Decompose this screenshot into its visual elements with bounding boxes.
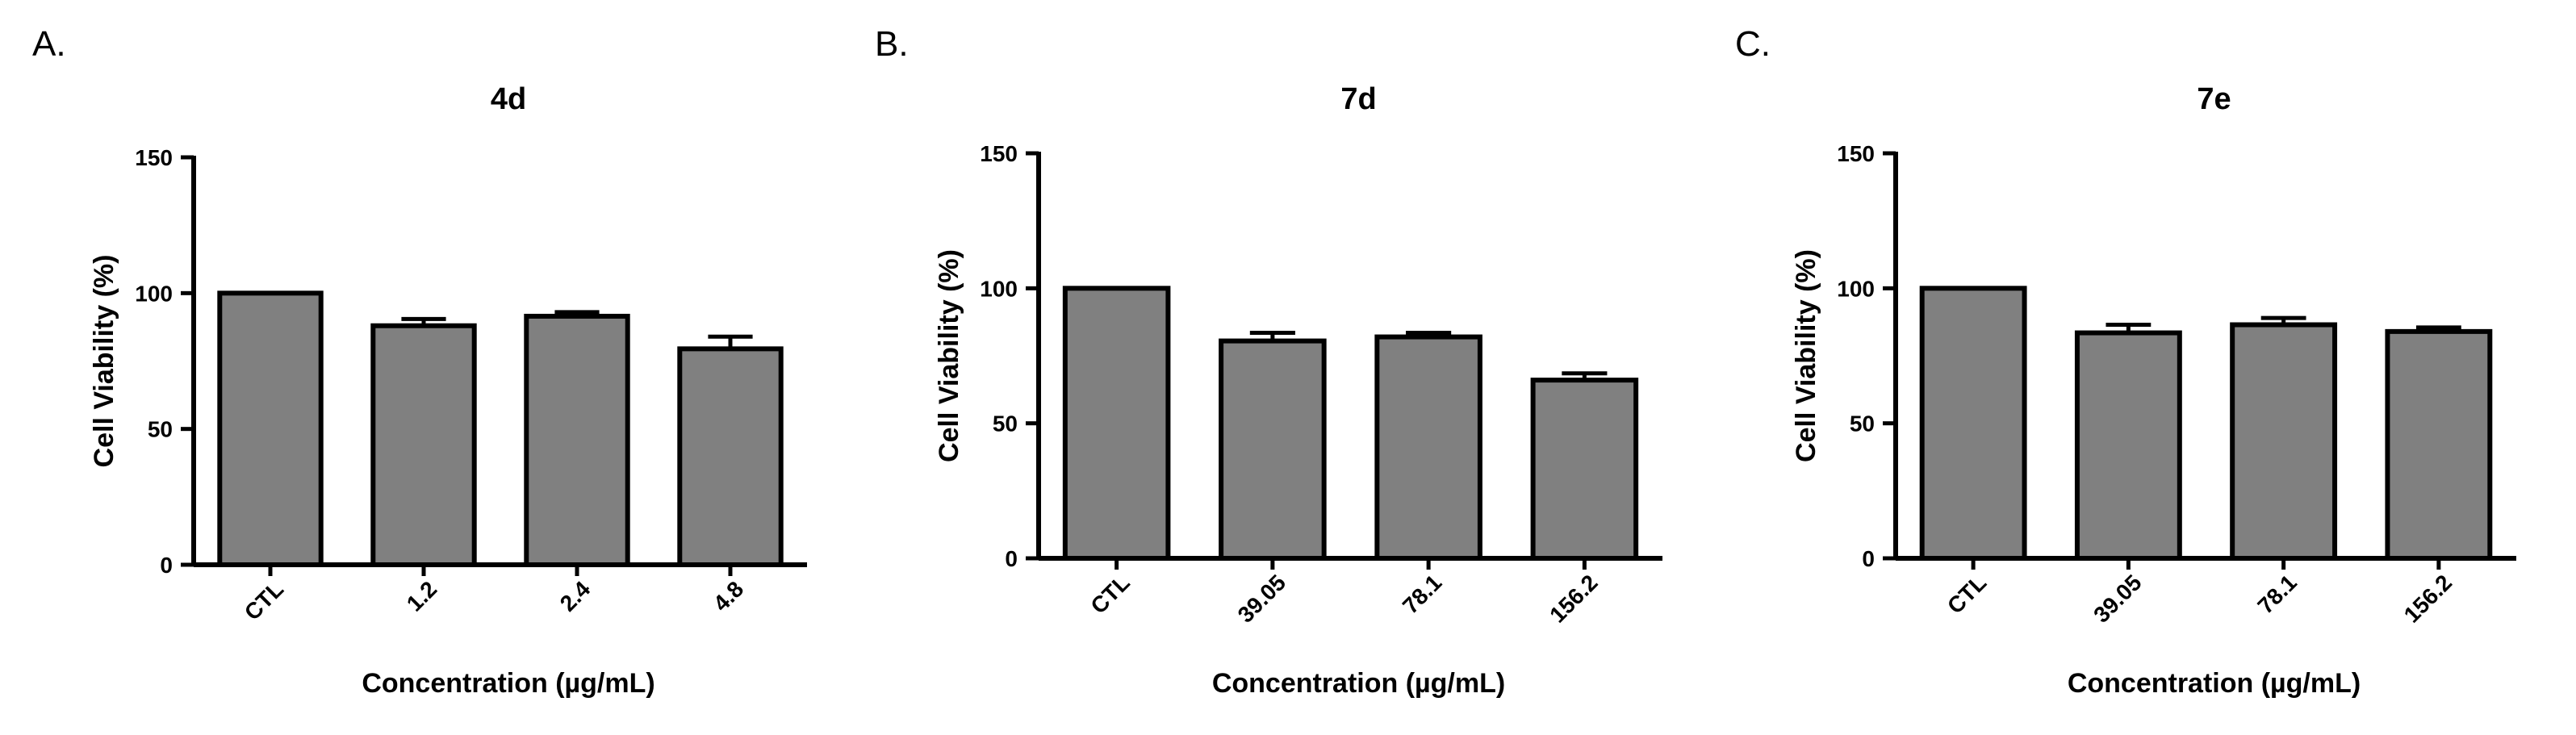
x-tick-label: CTL [240, 576, 288, 624]
x-tick-label: 78.1 [2252, 570, 2301, 618]
y-tick-label: 100 [1837, 276, 1875, 301]
bar [2385, 328, 2493, 561]
chart-title: 7e [2197, 82, 2231, 116]
x-tick-label: 39.05 [2089, 570, 2146, 627]
x-tick-label: 78.1 [1398, 570, 1446, 618]
y-tick-label: 50 [993, 411, 1018, 436]
y-tick-label: 0 [1005, 546, 1018, 571]
x-tick-label: CTL [1085, 570, 1134, 618]
y-tick-label: 0 [1862, 546, 1875, 571]
x-axis-label: Concentration (µg/mL) [2068, 668, 2361, 699]
x-tick-label: 2.4 [555, 576, 596, 616]
bar [2230, 322, 2338, 561]
panel-letter: B. [875, 24, 909, 64]
y-axis-label: Cell Viability (%) [1791, 249, 1821, 462]
bar-chart-4d: 4d 0 50 100 150 Cell Viability (%) CTL 1.2 2.4 4.… [89, 82, 807, 699]
x-axis-label: Concentration (µg/mL) [1212, 668, 1505, 699]
y-tick-label: 50 [148, 417, 173, 442]
bar [1919, 286, 2027, 561]
bar [1219, 338, 1327, 561]
bar-chart-7d: 7d 0 50 100 150 Cell Viability (%) CTL 39.05 78.… [934, 82, 1662, 699]
bar [2074, 330, 2182, 561]
bar [1530, 378, 1639, 561]
x-tick-label: 39.05 [1233, 570, 1290, 627]
x-tick-label: 1.2 [402, 576, 441, 616]
bar [370, 323, 477, 567]
chart-panel-a: A. 4d 0 50 100 150 Cell Viability (%) CTL 1.2 2.… [0, 0, 859, 735]
bar [1374, 334, 1482, 561]
chart-title: 4d [491, 82, 526, 116]
panel-letter: A. [32, 24, 66, 64]
chart-panel-b: B. 7d 0 50 100 150 Cell Viability (%) CTL 39.05… [859, 0, 1717, 735]
y-tick-label: 150 [980, 141, 1018, 166]
x-tick-label: 156.2 [2399, 570, 2457, 627]
chart-panel-c: C. 7e 0 50 100 150 Cell Viability (%) CTL 39.05… [1717, 0, 2576, 735]
bar [524, 313, 630, 567]
y-tick-label: 0 [160, 553, 173, 578]
y-tick-label: 100 [135, 281, 173, 306]
y-tick-label: 100 [980, 276, 1018, 301]
x-tick-label: 4.8 [709, 576, 748, 616]
y-tick-label: 150 [1837, 141, 1875, 166]
y-tick-label: 50 [1850, 411, 1875, 436]
x-tick-label: 156.2 [1545, 570, 1602, 627]
bar [677, 346, 784, 567]
x-tick-label: CTL [1942, 570, 1991, 618]
y-tick-label: 150 [135, 145, 173, 170]
panel-letter: C. [1735, 24, 1771, 64]
y-axis-label: Cell Viability (%) [89, 255, 119, 468]
bar [217, 290, 324, 567]
chart-title: 7d [1340, 82, 1376, 116]
y-axis-label: Cell Viability (%) [934, 249, 964, 462]
bar [1062, 286, 1171, 561]
bar-chart-7e: 7e 0 50 100 150 Cell Viability (%) CTL 39.05 78.… [1791, 82, 2516, 699]
x-axis-label: Concentration (µg/mL) [362, 668, 654, 699]
